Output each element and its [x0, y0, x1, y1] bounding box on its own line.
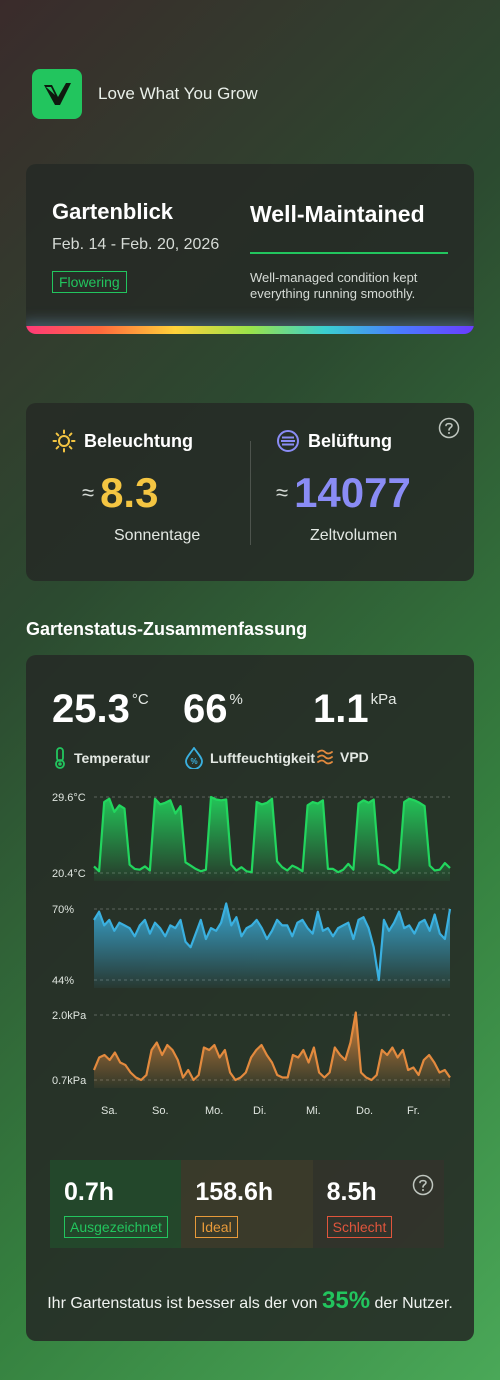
luftfeuchtigkeit-y-tick-label: 70%	[52, 904, 74, 916]
temperature-metric: 25.3 °C	[52, 687, 149, 732]
hours-ideal-value: 158.6h	[195, 1178, 274, 1206]
ventilation-section: Belüftung ≈ 14077 Zeltvolumen	[276, 429, 476, 545]
luftfeuchtigkeit-area	[94, 903, 450, 988]
x-tick-label: Mi.	[306, 1105, 321, 1117]
vpd-series-line	[92, 1011, 451, 1082]
weekly-summary-card: Gartenblick Feb. 14 - Feb. 20, 2026 Flow…	[26, 164, 474, 334]
hours-bad-value: 8.5h	[326, 1178, 377, 1206]
lighting-section: Beleuchtung ≈ 8.3 Sonnentage	[52, 429, 252, 545]
app-header: Love What You Grow	[32, 69, 258, 119]
temperature-unit: °C	[131, 691, 149, 708]
comparison-before: Ihr Gartenstatus ist besser als der von	[47, 1295, 318, 1312]
environment-card: Beleuchtung ≈ 8.3 Sonnentage Belüftung ≈…	[26, 403, 474, 581]
humidity-metric: 66 %	[183, 687, 243, 732]
help-icon[interactable]	[438, 417, 460, 444]
svg-text:%: %	[190, 757, 197, 766]
hours-excellent-value: 0.7h	[64, 1178, 115, 1206]
vpd-value: 1.1	[313, 687, 369, 731]
metric-legend: Temperatur % Luftfeuchtigkeit VPD	[52, 747, 474, 769]
stage-badge: Flowering	[52, 271, 127, 293]
x-tick-label: Fr.	[407, 1105, 420, 1117]
lighting-caption: Sonnentage	[114, 527, 201, 544]
luftfeuchtigkeit-y-tick-label: 44%	[52, 975, 74, 987]
help-icon[interactable]	[412, 1174, 434, 1201]
temperature-value: 25.3	[52, 687, 130, 731]
date-range: Feb. 14 - Feb. 20, 2026	[52, 236, 220, 253]
vpd-label: VPD	[340, 749, 369, 765]
vpd-area	[94, 1012, 450, 1088]
temperatur-y-tick-label: 29.6°C	[52, 792, 86, 804]
lighting-label: Beleuchtung	[84, 430, 194, 451]
vpd-y-tick-label: 2.0kPa	[52, 1010, 87, 1022]
comparison-percent: 35%	[322, 1287, 371, 1314]
vpd-metric: 1.1 kPa	[313, 687, 396, 732]
x-tick-label: Di.	[253, 1105, 266, 1117]
luftfeuchtigkeit-series-line	[93, 902, 452, 982]
approx-sign: ≈	[276, 480, 289, 505]
temperatur-area	[94, 797, 450, 881]
vpd-wave-icon	[317, 749, 333, 765]
comparison-after: der Nutzer.	[374, 1295, 453, 1312]
condition-description: Well-managed condition kept everything r…	[250, 270, 418, 301]
condition-title: Well-Maintained	[250, 201, 425, 227]
ventilation-label: Belüftung	[308, 430, 392, 451]
comparison-text: Ihr Gartenstatus ist besser als der von …	[26, 1287, 474, 1315]
hours-ideal: 158.6h Ideal	[181, 1160, 313, 1248]
hours-bad: 8.5h Schlecht	[312, 1160, 444, 1248]
x-tick-label: Mo.	[205, 1105, 223, 1117]
lighting-value: 8.3	[100, 469, 159, 516]
ventilation-value: 14077	[294, 469, 411, 516]
hours-excellent: 0.7h Ausgezeichnet	[50, 1160, 182, 1248]
hours-excellent-badge: Ausgezeichnet	[64, 1216, 168, 1238]
env-divider	[250, 441, 251, 545]
humidity-drop-icon: %	[185, 747, 203, 769]
x-tick-label: So.	[152, 1105, 169, 1117]
temperatur-y-tick-label: 20.4°C	[52, 868, 86, 880]
thermometer-icon	[55, 747, 65, 769]
leaf-logo-icon	[32, 69, 82, 119]
x-tick-label: Do.	[356, 1105, 373, 1117]
fan-icon	[277, 430, 299, 452]
temperatur-series-line	[93, 795, 451, 875]
hours-bad-badge: Schlecht	[326, 1216, 393, 1238]
hours-ideal-badge: Ideal	[195, 1216, 238, 1238]
sun-icon	[52, 429, 76, 453]
humidity-value: 66	[183, 687, 228, 731]
temperature-label: Temperatur	[74, 750, 150, 766]
rainbow-bar	[26, 326, 474, 334]
garden-status-card: 25.3 °C 66 % 1.1 kPa Temperatur % Luftfe…	[26, 655, 474, 1341]
ventilation-caption: Zeltvolumen	[310, 527, 398, 544]
section-title: Gartenstatus-Zusammenfassung	[26, 619, 308, 639]
status-charts: 29.6°C 20.4°C 70% 44% 2.0kPa 0.7kPa Sa. So. Mo. D…	[52, 792, 452, 1117]
hours-breakdown: 0.7h Ausgezeichnet 158.6h Ideal 8.5h Sch…	[50, 1160, 444, 1248]
garden-name: Gartenblick	[52, 199, 174, 224]
vpd-y-tick-label: 0.7kPa	[52, 1075, 87, 1087]
approx-sign: ≈	[82, 480, 95, 505]
humidity-label: Luftfeuchtigkeit	[210, 750, 315, 766]
humidity-unit: %	[229, 691, 243, 708]
vpd-unit: kPa	[370, 691, 397, 708]
x-tick-label: Sa.	[101, 1105, 118, 1117]
brand-tagline: Love What You Grow	[98, 84, 258, 103]
condition-divider	[250, 252, 448, 254]
